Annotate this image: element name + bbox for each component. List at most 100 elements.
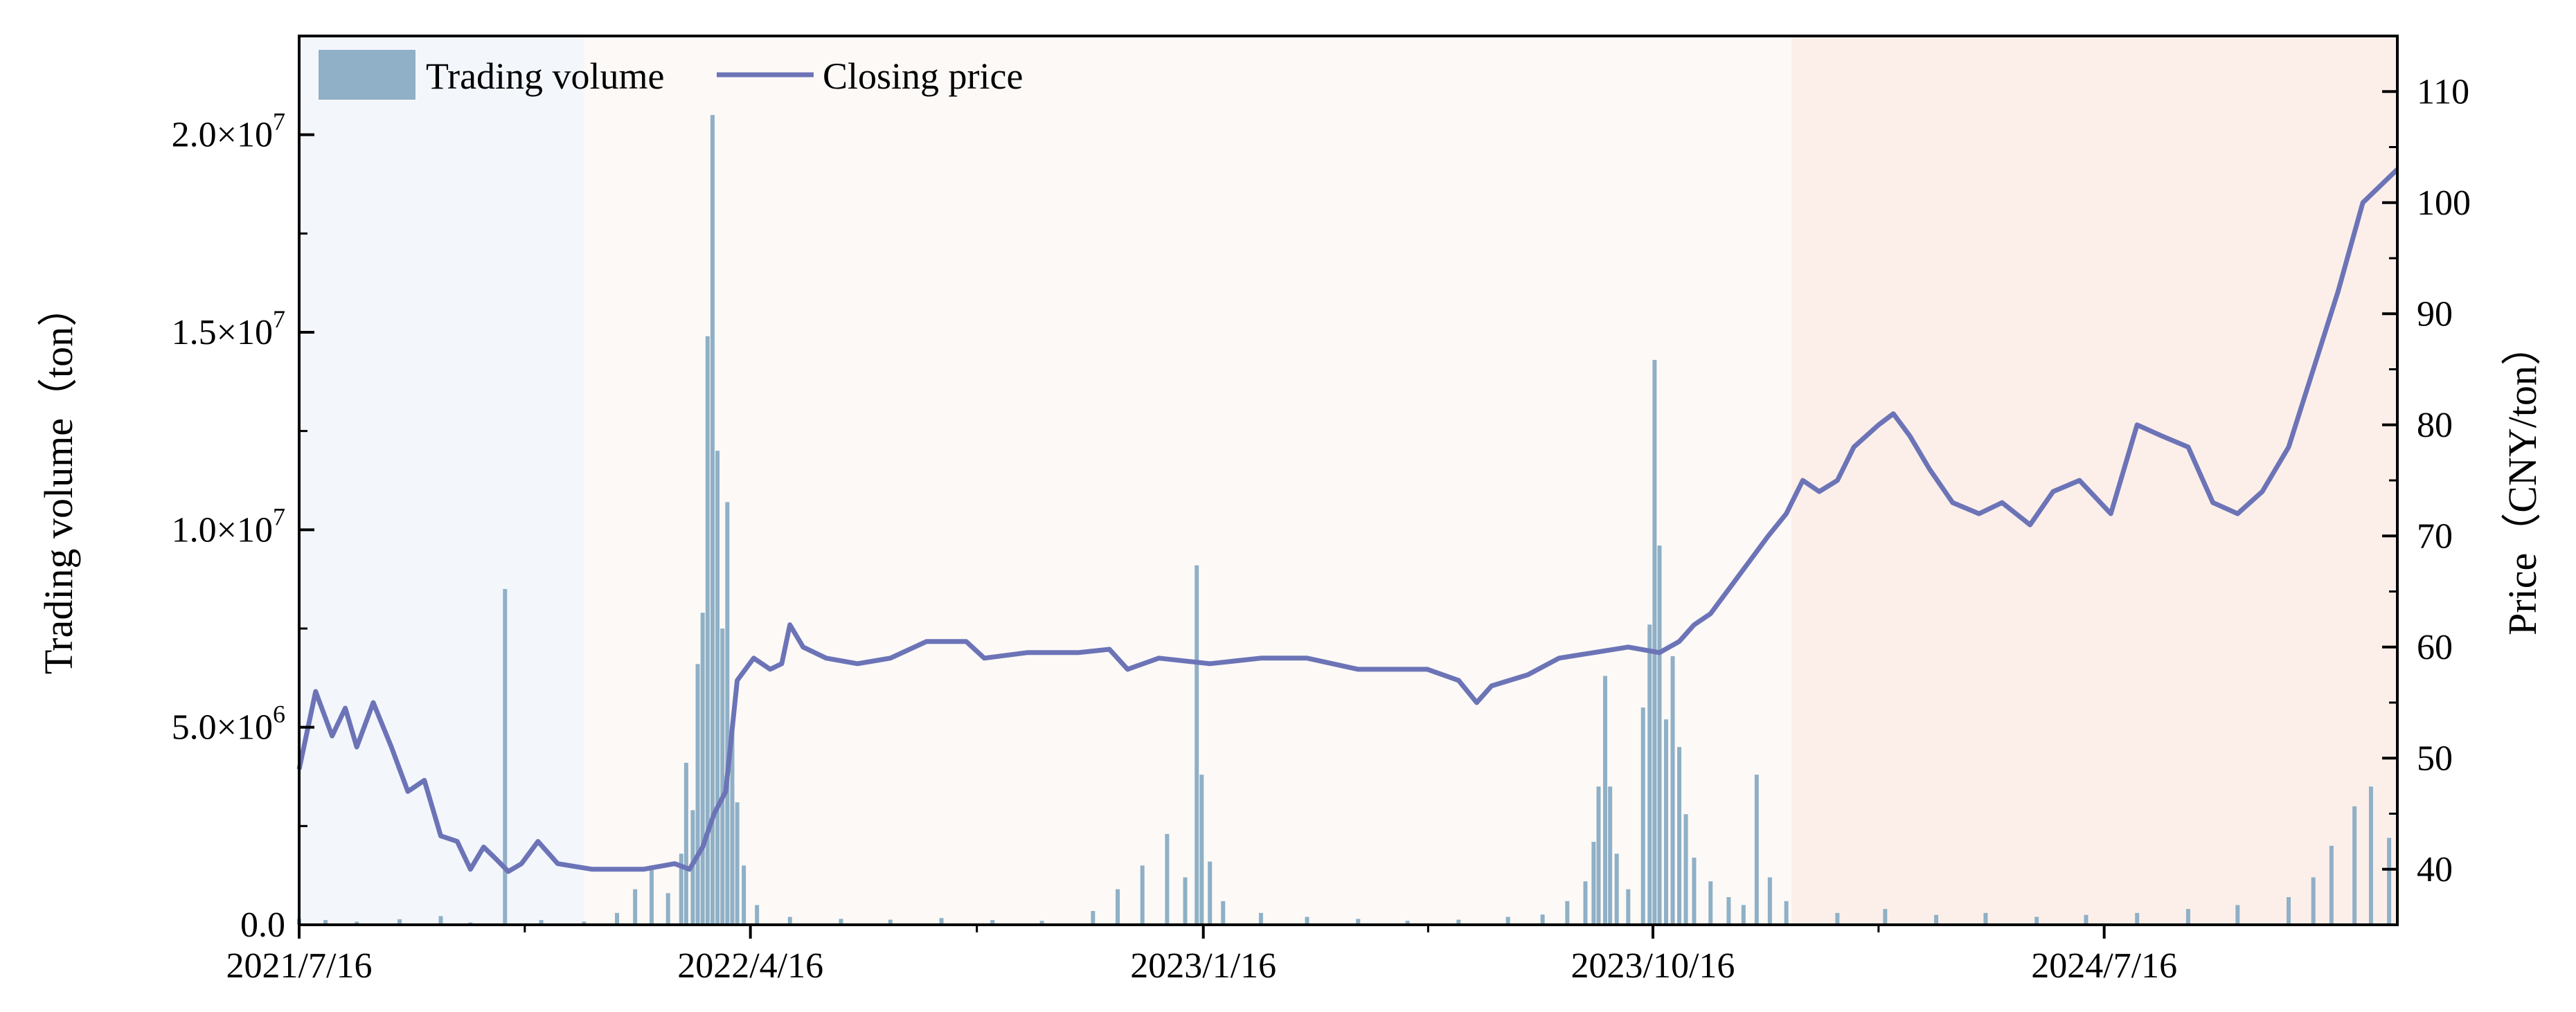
volume-bar bbox=[1883, 909, 1888, 925]
volume-bar bbox=[725, 502, 730, 925]
volume-bar bbox=[1934, 914, 1939, 925]
volume-bar bbox=[1835, 912, 1840, 925]
volume-bar bbox=[1165, 833, 1170, 925]
y-left-tick-label: 1.0×107 bbox=[172, 503, 285, 550]
volume-bar bbox=[730, 723, 735, 925]
legend-volume-label: Trading volume bbox=[426, 55, 665, 97]
volume-bar bbox=[1221, 901, 1226, 925]
volume-bar bbox=[1670, 656, 1675, 925]
y-right-tick-label: 50 bbox=[2417, 739, 2453, 778]
volume-bar bbox=[700, 613, 705, 925]
volume-bar bbox=[1652, 359, 1657, 925]
volume-bar bbox=[1677, 747, 1682, 925]
volume-bar bbox=[1608, 786, 1613, 925]
y-left-tick-mantissa: 2.0×10 bbox=[172, 116, 273, 155]
volume-bar bbox=[1405, 921, 1410, 925]
volume-bar bbox=[2084, 914, 2088, 925]
right-axis-title: Price（CNY/ton） bbox=[2500, 325, 2545, 635]
volume-bar bbox=[1591, 842, 1596, 925]
y-right-tick-label: 70 bbox=[2417, 516, 2453, 556]
y-right-tick-label: 80 bbox=[2417, 406, 2453, 445]
price-line-group bbox=[296, 168, 2399, 874]
volume-bar bbox=[615, 912, 620, 925]
y-left-tick-exponent: 7 bbox=[273, 108, 285, 136]
y-left-tick-label: 2.0×107 bbox=[172, 108, 285, 155]
y-left-tick-label: 0.0 bbox=[240, 905, 285, 945]
volume-bar bbox=[710, 115, 715, 925]
volume-bar bbox=[1726, 897, 1731, 925]
volume-bar bbox=[1708, 881, 1713, 925]
background-period-1 bbox=[584, 36, 1791, 925]
volume-bar bbox=[1683, 814, 1688, 925]
volume-bar bbox=[1583, 881, 1588, 925]
x-tick-label: 2023/10/16 bbox=[1571, 946, 1735, 986]
volume-bar bbox=[438, 916, 443, 925]
volume-bar bbox=[1754, 775, 1759, 925]
y-left-tick-exponent: 7 bbox=[273, 503, 285, 530]
volume-bar bbox=[2235, 905, 2240, 925]
x-tick-label: 2023/1/16 bbox=[1130, 946, 1276, 986]
volume-bar bbox=[2287, 897, 2291, 925]
volume-bar bbox=[2185, 909, 2190, 925]
y-right-tick-label: 90 bbox=[2417, 294, 2453, 334]
volume-bar bbox=[1614, 853, 1619, 925]
volume-bar bbox=[1640, 707, 1645, 925]
volume-bar bbox=[2311, 877, 2316, 925]
legend-volume-swatch bbox=[319, 50, 415, 100]
volume-bar bbox=[323, 920, 328, 925]
background-periods bbox=[299, 36, 2397, 925]
left-axis-title: Trading volume（ton） bbox=[36, 287, 81, 674]
y-right-tick-label: 40 bbox=[2417, 850, 2453, 889]
volume-bar bbox=[1767, 877, 1772, 925]
volume-bar bbox=[1565, 901, 1570, 925]
volume-bar bbox=[735, 802, 740, 925]
volume-bar bbox=[1195, 565, 1199, 925]
volume-bar bbox=[2135, 912, 2140, 925]
y-left-tick-mantissa: 1.5×10 bbox=[172, 313, 273, 352]
background-period-2 bbox=[1791, 36, 2397, 925]
y-left-tick-mantissa: 5.0×10 bbox=[172, 708, 273, 748]
volume-bar bbox=[1647, 624, 1652, 925]
y-left-tick-mantissa: 1.0×10 bbox=[172, 510, 273, 550]
volume-bar bbox=[1626, 889, 1631, 925]
legend: Trading volume Closing price bbox=[319, 50, 1023, 100]
volume-bar bbox=[1603, 676, 1608, 925]
volume-bar bbox=[1741, 905, 1746, 925]
volume-bar bbox=[695, 664, 700, 925]
x-tick-label: 2022/4/16 bbox=[677, 946, 823, 986]
volume-bar bbox=[1784, 901, 1789, 925]
volume-bar bbox=[503, 588, 508, 925]
y-left-tick-exponent: 7 bbox=[273, 305, 285, 333]
volume-bar bbox=[355, 921, 359, 925]
volume-bar bbox=[742, 865, 746, 925]
volume-bar bbox=[2352, 806, 2357, 925]
volume-bar bbox=[2368, 786, 2373, 925]
y-right-tick-label: 100 bbox=[2417, 183, 2471, 223]
volume-bar bbox=[990, 920, 995, 925]
volume-bar bbox=[539, 920, 544, 925]
volume-bar bbox=[1983, 912, 1988, 925]
volume-bar bbox=[1199, 775, 1204, 925]
y-left-tick-label: 1.5×107 bbox=[172, 305, 285, 352]
volume-bar bbox=[1258, 912, 1263, 925]
y-left-tick-exponent: 6 bbox=[273, 701, 285, 728]
volume-bar bbox=[1664, 719, 1669, 925]
volume-bar bbox=[787, 916, 792, 925]
volume-bar bbox=[683, 763, 688, 925]
volume-bar bbox=[1596, 786, 1601, 925]
x-tick-label: 2024/7/16 bbox=[2031, 946, 2177, 986]
volume-bar bbox=[1505, 916, 1510, 925]
volume-bar bbox=[582, 921, 587, 925]
volume-bar bbox=[1540, 914, 1545, 925]
volume-bar bbox=[1140, 865, 1145, 925]
volume-bar bbox=[2387, 838, 2392, 925]
legend-price-label: Closing price bbox=[823, 55, 1023, 97]
volume-bar bbox=[715, 451, 720, 925]
volume-bar bbox=[633, 889, 638, 925]
price-line bbox=[296, 168, 2399, 874]
volume-bar bbox=[705, 336, 710, 925]
volume-bar bbox=[1657, 545, 1662, 925]
volume-bar bbox=[839, 919, 843, 925]
